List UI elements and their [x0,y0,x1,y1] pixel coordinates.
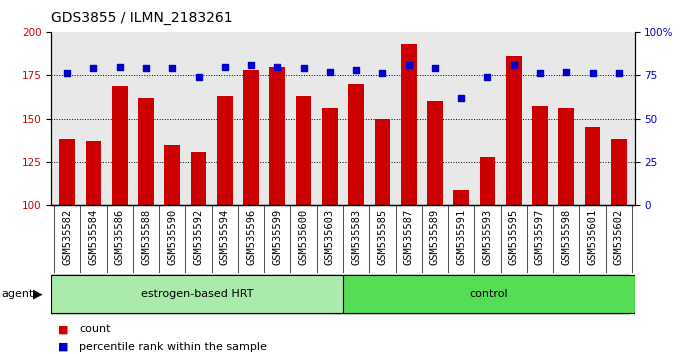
Bar [191,152,206,205]
Text: GSM535601: GSM535601 [587,209,598,265]
Text: GSM535592: GSM535592 [193,209,204,265]
Point [193,74,204,80]
Bar [480,157,495,205]
Bar [343,275,635,313]
Text: GSM535588: GSM535588 [141,209,151,265]
Text: agent: agent [1,289,34,299]
Text: ■: ■ [58,342,69,352]
Bar [401,44,416,205]
Point [141,65,152,71]
Point [298,65,309,71]
Text: GDS3855 / ILMN_2183261: GDS3855 / ILMN_2183261 [51,11,233,25]
Point [534,71,545,76]
Point [351,67,362,73]
Text: count: count [79,324,110,334]
Text: GSM535593: GSM535593 [482,209,493,265]
Point [613,71,624,76]
Point [508,62,519,68]
Point [88,65,99,71]
Bar [375,119,390,205]
Bar [506,56,521,205]
Bar [427,101,442,205]
Bar [611,139,627,205]
Point [587,71,598,76]
Text: GSM535594: GSM535594 [220,209,230,265]
Bar [217,96,233,205]
Text: GSM535596: GSM535596 [246,209,256,265]
Text: GSM535584: GSM535584 [88,209,99,265]
Bar [86,141,102,205]
Point [272,64,283,69]
Text: percentile rank within the sample: percentile rank within the sample [79,342,267,352]
Text: control: control [469,289,508,299]
Text: GSM535599: GSM535599 [272,209,283,265]
Text: GSM535595: GSM535595 [509,209,519,265]
Point [403,62,414,68]
Bar [165,144,180,205]
Bar [51,275,343,313]
Text: GSM535600: GSM535600 [298,209,309,265]
Bar [322,108,338,205]
Text: GSM535582: GSM535582 [62,209,72,265]
Point [429,65,440,71]
Text: estrogen-based HRT: estrogen-based HRT [141,289,253,299]
Text: GSM535590: GSM535590 [167,209,177,265]
Text: GSM535583: GSM535583 [351,209,361,265]
Text: GSM535587: GSM535587 [403,209,414,265]
Text: GSM535597: GSM535597 [535,209,545,265]
Point [115,64,126,69]
Text: ▶: ▶ [33,287,43,300]
Bar [244,70,259,205]
Bar [138,98,154,205]
Point [456,95,466,101]
Point [167,65,178,71]
Bar [348,84,364,205]
Bar [558,108,574,205]
Point [220,64,230,69]
Text: GSM535602: GSM535602 [614,209,624,265]
Point [246,62,257,68]
Bar [532,107,548,205]
Point [324,69,335,75]
Text: GSM535586: GSM535586 [115,209,125,265]
Text: ■: ■ [58,324,69,334]
Bar [453,190,469,205]
Text: GSM535585: GSM535585 [377,209,388,265]
Text: GSM535591: GSM535591 [456,209,466,265]
Bar [296,96,311,205]
Text: GSM535589: GSM535589 [430,209,440,265]
Point [482,74,493,80]
Bar [584,127,600,205]
Point [560,69,571,75]
Point [62,71,73,76]
Text: GSM535603: GSM535603 [325,209,335,265]
Bar [270,67,285,205]
Text: GSM535598: GSM535598 [561,209,571,265]
Bar [112,86,128,205]
Point [377,71,388,76]
Bar [59,139,75,205]
